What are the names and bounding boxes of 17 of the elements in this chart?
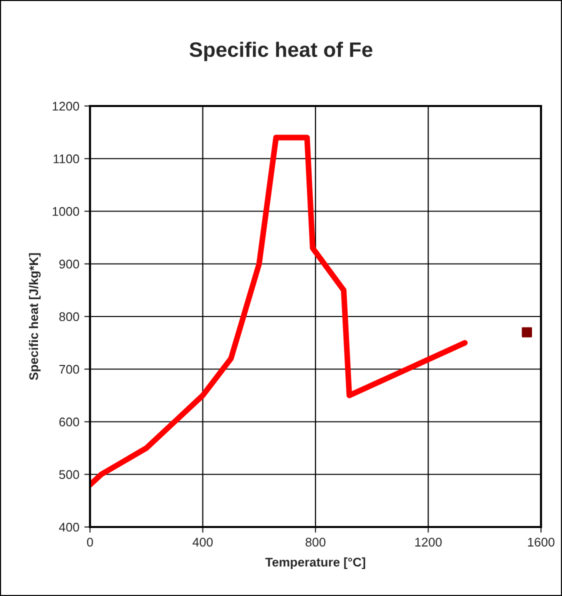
y-tick-label: 1100 xyxy=(54,154,80,164)
x-tick-label: 1600 xyxy=(528,538,554,547)
y-tick-label: 700 xyxy=(59,364,80,374)
x-tick-label: 1200 xyxy=(415,538,442,547)
y-tick-label: 900 xyxy=(59,260,80,269)
y-tick-label: 1000 xyxy=(52,207,80,216)
y-axis-title: Specific heat [J/kg*K] xyxy=(28,253,41,380)
x-axis-title: Temperature [°C] xyxy=(265,557,366,570)
y-tick-label: 1200 xyxy=(52,102,80,111)
chart-title: Specific heat of Fe xyxy=(190,42,372,62)
x-tick-label: 0 xyxy=(87,538,93,547)
y-tick-label: 600 xyxy=(59,418,80,426)
x-tick-label: 800 xyxy=(306,538,326,547)
y-tick-label: 800 xyxy=(59,312,80,322)
y-tick-label: 500 xyxy=(59,470,80,480)
x-tick-label: 400 xyxy=(192,538,213,547)
y-tick-label: 400 xyxy=(59,522,80,532)
